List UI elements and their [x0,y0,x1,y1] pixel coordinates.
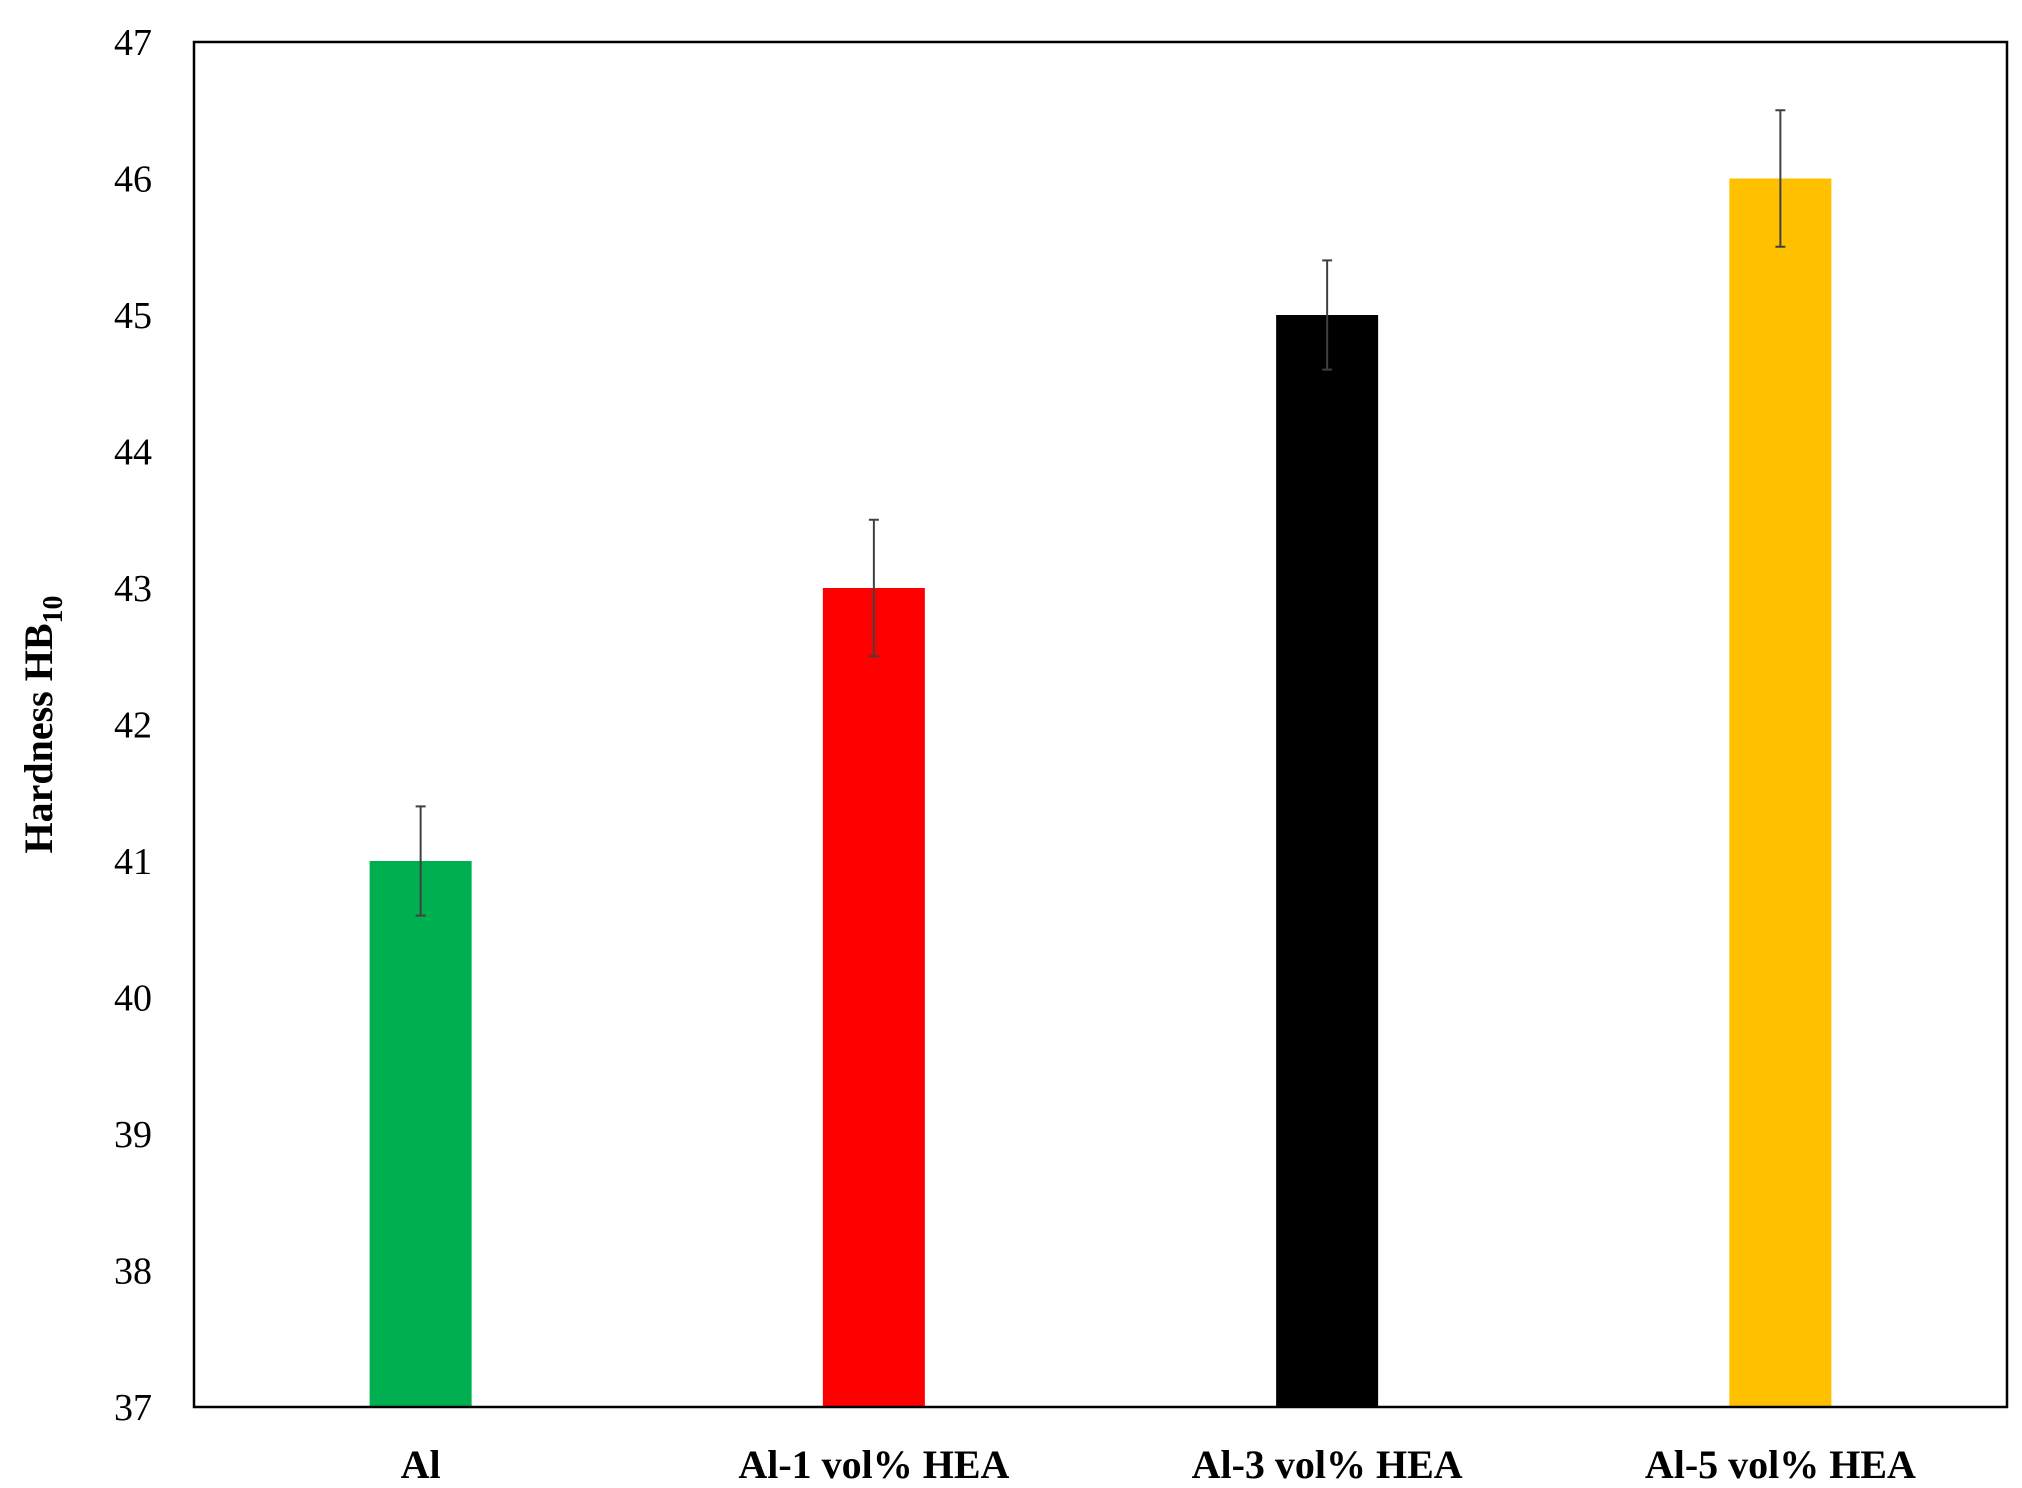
plot-area-frame [192,40,2009,1409]
y-tick-label: 40 [114,978,152,1020]
error-bar-3 [1322,259,1333,371]
error-bar-2 [868,518,879,658]
x-category-label: Al-1 vol% HEA [738,1442,1009,1487]
y-tick-label: 37 [114,1387,152,1429]
bar-2 [822,588,925,1407]
y-tick-label: 46 [114,159,152,201]
y-tick-label: 38 [114,1251,152,1293]
y-axis-title: Hardness HB10 [16,595,69,853]
y-tick-label: 47 [114,22,152,64]
y-tick-label: 44 [114,432,152,474]
error-bar-1 [415,805,426,917]
y-tick-label: 39 [114,1114,152,1156]
x-axis-labels-group: Al Al-1 vol% HEA Al-3 vol% HEA Al-5 vol% HE… [401,1442,1916,1487]
x-category-label: Al [401,1442,441,1487]
y-tick-label: 45 [114,295,152,337]
y-tick-label: 41 [114,841,152,883]
bars-group [369,178,1832,1407]
bar-4 [1729,178,1832,1407]
y-axis-title-subscript: 10 [38,595,69,623]
bar-3 [1276,315,1379,1407]
y-tick-label: 43 [114,568,152,610]
x-category-label: Al-3 vol% HEA [1192,1442,1463,1487]
x-category-label: Al-5 vol% HEA [1645,1442,1916,1487]
y-tick-label: 42 [114,705,152,747]
error-bar-4 [1775,109,1786,248]
y-axis-title-main: Hardness HB [16,623,61,853]
bar-1 [369,861,472,1407]
error-bars-group [415,109,1786,917]
y-axis-ticks-group: 37 38 39 40 41 42 43 44 45 46 47 [114,22,152,1429]
